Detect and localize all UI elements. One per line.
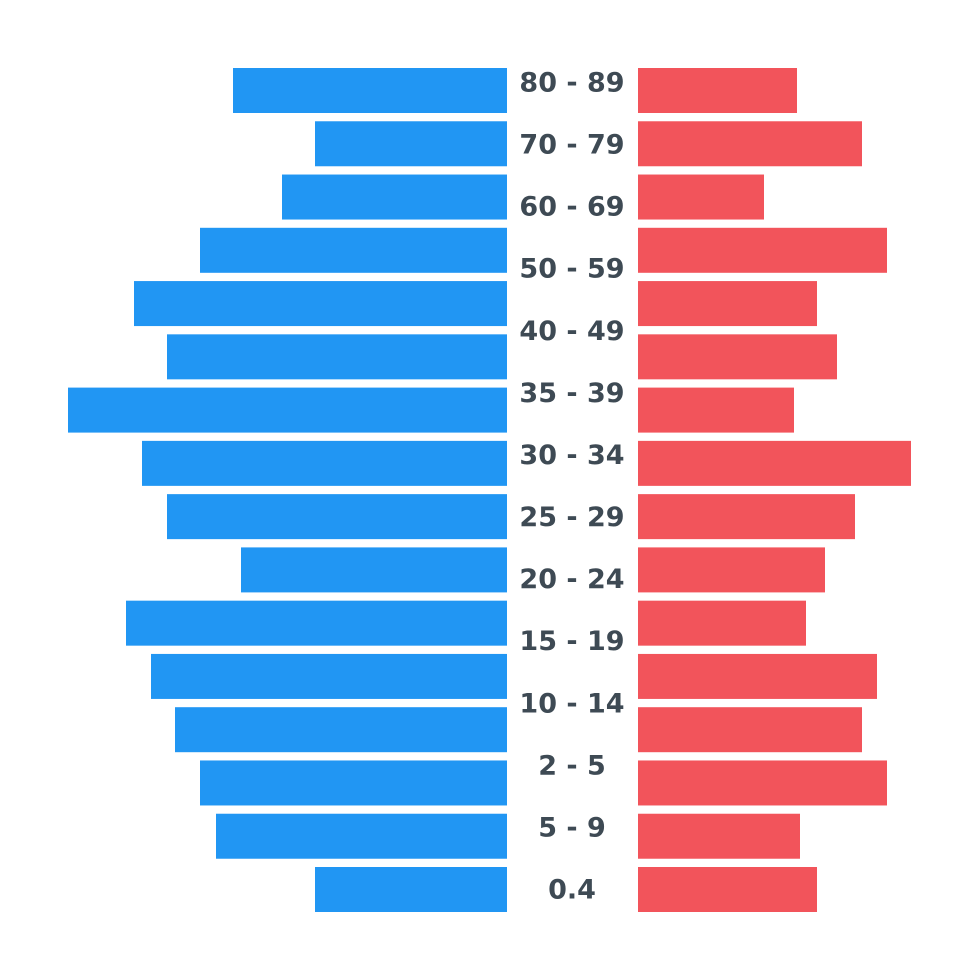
age-label: 10 - 14 <box>519 688 624 719</box>
age-label: 5 - 9 <box>538 812 606 843</box>
right-bar <box>638 174 764 220</box>
right-bar <box>638 653 877 699</box>
left-bar <box>167 494 507 540</box>
age-label: 25 - 29 <box>519 502 624 533</box>
right-bar <box>638 334 837 380</box>
age-label: 60 - 69 <box>519 192 624 223</box>
age-label: 35 - 39 <box>519 378 624 409</box>
left-bar <box>68 387 507 433</box>
right-bar <box>638 547 825 593</box>
left-bar <box>134 281 507 327</box>
age-label: 20 - 24 <box>519 564 624 595</box>
right-bar <box>638 760 887 806</box>
age-label: 30 - 34 <box>519 440 624 471</box>
left-bar <box>282 174 507 220</box>
right-bar <box>638 494 855 540</box>
left-bar <box>315 121 507 167</box>
right-bar <box>638 227 887 273</box>
left-bar <box>200 760 507 806</box>
left-bar <box>175 707 507 753</box>
right-bar <box>638 867 817 912</box>
right-bar <box>638 68 797 113</box>
right-bar <box>638 707 862 753</box>
left-bar <box>315 867 507 912</box>
age-label: 2 - 5 <box>538 750 606 781</box>
age-label: 40 - 49 <box>519 316 624 347</box>
left-bar <box>200 227 507 273</box>
age-label: 15 - 19 <box>519 626 624 657</box>
left-bar <box>241 547 507 593</box>
left-bar <box>126 600 507 646</box>
right-bar <box>638 440 911 486</box>
left-bar <box>216 813 507 859</box>
left-bar <box>142 440 507 486</box>
age-label: 0.4 <box>548 875 596 906</box>
right-bar <box>638 387 794 433</box>
age-label: 70 - 79 <box>519 130 624 161</box>
right-bar <box>638 281 817 327</box>
age-label: 80 - 89 <box>519 68 624 99</box>
right-bar <box>638 121 862 167</box>
right-bar <box>638 813 800 859</box>
left-bar <box>167 334 507 380</box>
left-bar <box>233 68 507 113</box>
age-label: 50 - 59 <box>519 254 624 285</box>
right-bar <box>638 600 806 646</box>
left-bar <box>151 653 507 699</box>
